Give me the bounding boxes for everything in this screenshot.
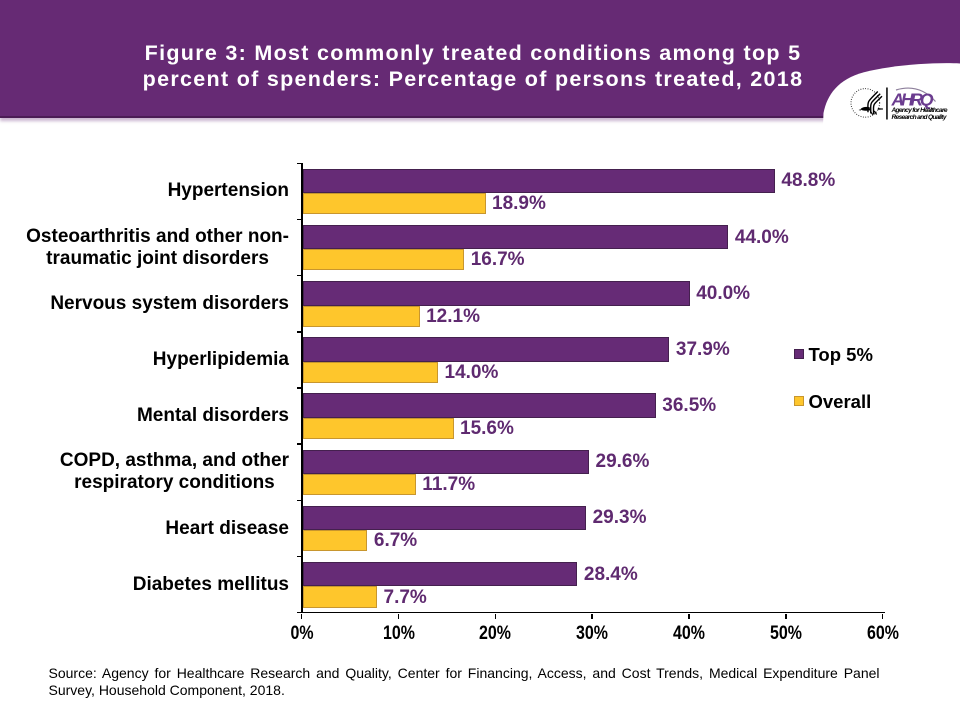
svg-text:AHRQ: AHRQ [891,90,934,110]
svg-text:Agency for Healthcare: Agency for Healthcare [891,107,948,114]
svg-text:Research and Quality: Research and Quality [892,114,947,121]
